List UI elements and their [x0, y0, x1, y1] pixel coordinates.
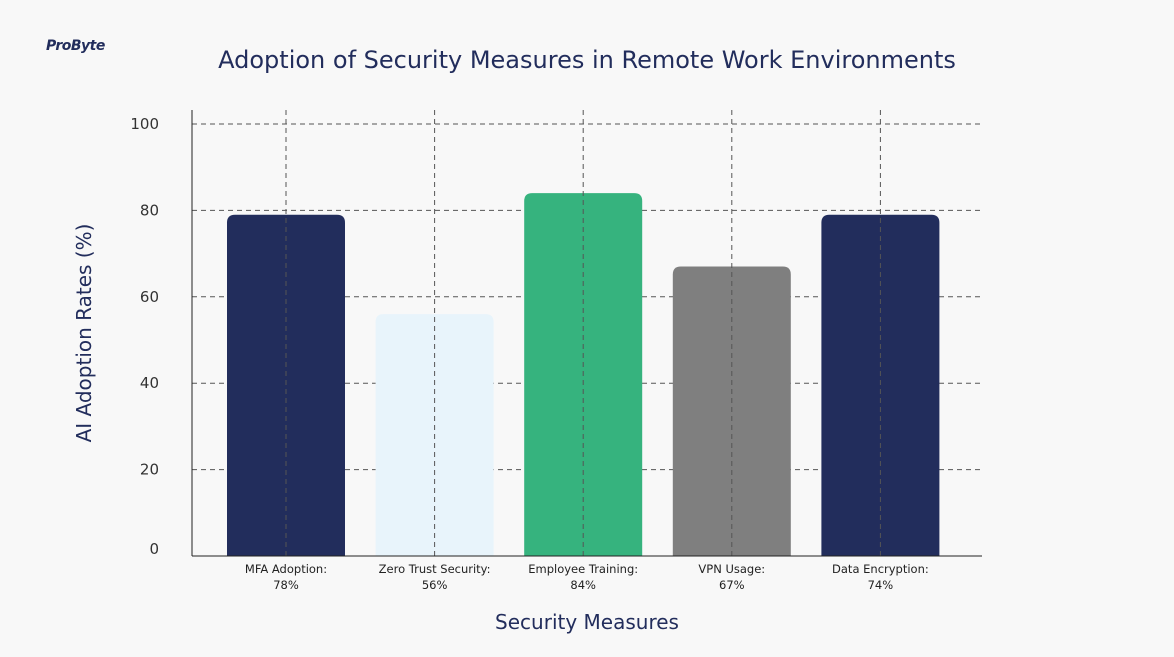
x-tick-labels: MFA Adoption: 78% Zero Trust Security: 56% E…: [245, 562, 929, 592]
y-tick-label: 100: [130, 115, 159, 133]
y-tick-label: 60: [140, 288, 159, 306]
brand-logo: ProByte: [46, 38, 105, 54]
x-tick-sublabel: 74%: [868, 578, 894, 592]
x-tick-label: VPN Usage:: [698, 562, 765, 576]
x-axis-title: Security Measures: [495, 610, 679, 634]
bar: [227, 214, 345, 556]
x-tick-sublabel: 78%: [273, 578, 299, 592]
x-tick-sublabel: 56%: [422, 578, 448, 592]
bar: [821, 214, 940, 556]
x-tick-label: Data Encryption:: [832, 562, 929, 576]
y-tick-label: 80: [140, 201, 159, 219]
x-tick-label: Zero Trust Security:: [379, 562, 491, 576]
y-tick-label: 20: [140, 461, 159, 479]
vertical-grid: [285, 110, 881, 556]
x-tick-sublabel: 67%: [719, 578, 745, 592]
y-axis-title: AI Adoption Rates (%): [72, 224, 96, 443]
y-tick-label: 40: [140, 374, 159, 392]
x-tick-label: Employee Training:: [528, 562, 638, 576]
y-tick-labels: 0 20 40 60 80 100: [130, 115, 159, 558]
x-tick-sublabel: 84%: [570, 578, 596, 592]
chart-title: Adoption of Security Measures in Remote …: [218, 46, 956, 74]
x-tick-label: MFA Adoption:: [245, 562, 327, 576]
y-tick-label: 0: [149, 540, 159, 558]
